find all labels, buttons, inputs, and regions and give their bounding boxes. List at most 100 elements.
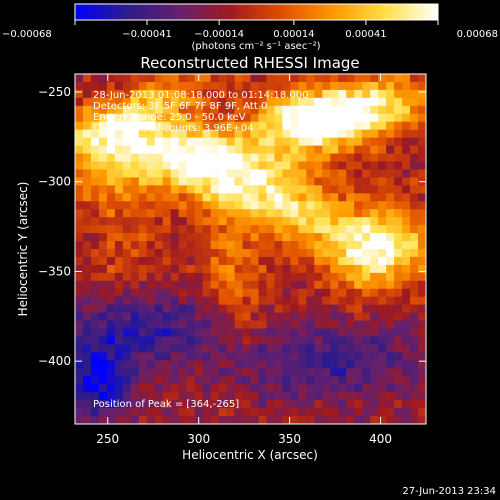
heatmap-cell (298, 280, 307, 290)
heatmap-cell (290, 272, 299, 282)
heatmap-cell (210, 89, 220, 99)
heatmap-cell (218, 137, 228, 147)
heatmap-cell (298, 264, 307, 274)
heatmap-cell (106, 145, 116, 155)
heatmap-cell (298, 145, 307, 155)
heatmap-cell (346, 320, 355, 330)
heatmap-cell (162, 97, 172, 107)
heatmap-cell (322, 344, 331, 353)
heatmap-cell (346, 105, 355, 115)
heatmap-cell (258, 336, 268, 346)
heatmap-cell (394, 129, 403, 139)
heatmap-cell (210, 74, 220, 83)
heatmap-cell (242, 272, 252, 282)
heatmap-cell (346, 97, 355, 107)
heatmap-cell (250, 344, 260, 353)
heatmap-cell (218, 193, 228, 202)
heatmap-cell (362, 233, 371, 242)
heatmap-cell (282, 416, 291, 424)
heatmap-cell (170, 209, 180, 218)
heatmap-cell (258, 89, 268, 99)
heatmap-cell (90, 416, 100, 424)
heatmap-cell (178, 384, 188, 393)
heatmap-cell (210, 241, 220, 250)
heatmap-cell (130, 89, 140, 99)
heatmap-cell (82, 249, 92, 258)
heatmap-cell (354, 137, 363, 147)
heatmap-cell (274, 105, 284, 115)
heatmap-cell (330, 113, 339, 123)
heatmap-cell (138, 336, 148, 346)
heatmap-cell (354, 312, 363, 322)
heatmap-cell (362, 137, 371, 147)
heatmap-cell (218, 328, 228, 338)
heatmap-cell (234, 296, 244, 306)
heatmap-cell (314, 256, 323, 266)
heatmap-cell (242, 241, 252, 250)
heatmap-cell (362, 336, 371, 346)
heatmap-cell (274, 225, 284, 234)
heatmap-cell (370, 280, 379, 290)
heatmap-cell (218, 256, 228, 266)
heatmap-cell (234, 185, 244, 194)
heatmap-cell (410, 225, 419, 234)
annotation-detectors: Detectors: 3F 5F 6F 7F 8F 9F, Att 0 (93, 101, 267, 112)
heatmap-cell (370, 169, 379, 178)
heatmap-cell (418, 145, 426, 155)
heatmap-cell (154, 336, 164, 346)
heatmap-cell (162, 209, 172, 218)
heatmap-cell (266, 241, 276, 250)
heatmap-cell (162, 137, 172, 147)
heatmap-cell (282, 368, 291, 377)
heatmap-cell (410, 193, 419, 202)
heatmap-cell (106, 288, 116, 298)
heatmap-cell (75, 304, 84, 314)
heatmap-cell (330, 185, 339, 194)
heatmap-cell (282, 201, 291, 210)
heatmap-cell (186, 129, 196, 139)
heatmap-cell (178, 264, 188, 274)
heatmap-cell (338, 105, 347, 115)
heatmap-cell (314, 320, 323, 330)
heatmap-cell (290, 400, 299, 409)
heatmap-cell (314, 272, 323, 282)
heatmap-cell (122, 352, 132, 361)
heatmap-cell (138, 272, 148, 282)
heatmap-cell (282, 185, 291, 194)
heatmap-cell (266, 352, 276, 361)
heatmap-cell (114, 360, 124, 369)
heatmap-cell (402, 296, 411, 306)
heatmap-cell (354, 249, 363, 258)
heatmap-cell (106, 376, 116, 385)
heatmap-cell (122, 416, 132, 424)
heatmap-cell (266, 304, 276, 314)
heatmap-cell (346, 129, 355, 139)
heatmap-cell (346, 288, 355, 298)
heatmap-cell (162, 304, 172, 314)
heatmap-cell (418, 312, 426, 322)
heatmap-cell (378, 137, 387, 147)
heatmap-cell (218, 304, 228, 314)
heatmap-cell (250, 416, 260, 424)
heatmap-cell (186, 264, 196, 274)
heatmap-cell (242, 153, 252, 163)
heatmap-cell (234, 81, 244, 91)
heatmap-cell (138, 161, 148, 171)
heatmap-cell (75, 344, 84, 353)
heatmap-cell (338, 384, 347, 393)
heatmap-cell (258, 368, 268, 377)
heatmap-cell (410, 145, 419, 155)
heatmap-cell (170, 328, 180, 338)
heatmap-cell (178, 225, 188, 234)
heatmap-cell (234, 272, 244, 282)
heatmap-cell (178, 209, 188, 218)
heatmap-cell (194, 408, 204, 417)
heatmap-cell (226, 241, 236, 250)
heatmap-cell (306, 264, 315, 274)
heatmap-cell (146, 280, 156, 290)
heatmap-cell (242, 161, 252, 171)
heatmap-cell (282, 225, 291, 234)
heatmap-cell (90, 256, 100, 266)
heatmap-cell (314, 304, 323, 314)
heatmap-cell (218, 320, 228, 330)
